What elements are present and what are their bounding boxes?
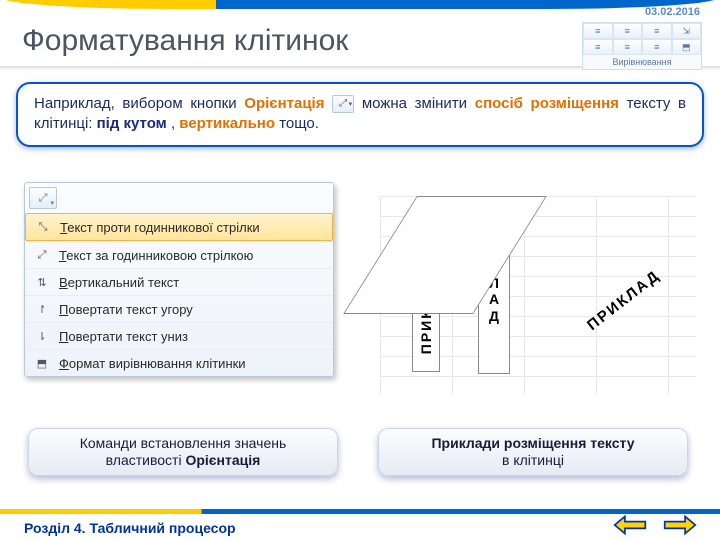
page-title: Форматування клітинок — [22, 24, 348, 58]
desc-text: Наприклад, вибором кнопки — [34, 95, 244, 112]
menu-item-icon: ↾ — [33, 301, 51, 317]
menu-item-icon: ⤡ — [34, 219, 52, 235]
desc-text: можна змінити — [362, 95, 475, 112]
orientation-dropdown-button[interactable]: ⤢ — [29, 187, 57, 209]
ribbon-row-2: ≡ ≡ ≡ ⬒ — [583, 39, 701, 55]
top-decor-arc — [0, 0, 720, 9]
caption-bold: Приклади розміщення тексту — [431, 435, 634, 451]
ribbon-btn[interactable]: ≡ — [613, 39, 643, 55]
ribbon-btn[interactable]: ≡ — [613, 23, 643, 39]
menu-item-icon: ⇅ — [33, 274, 51, 290]
desc-keyword-angle: під кутом — [97, 115, 167, 132]
menu-item[interactable]: ⤢ Текст за годинниковою стрілкою — [25, 241, 333, 268]
next-slide-button[interactable] — [660, 512, 700, 538]
ribbon-alignment-group: ≡ ≡ ≡ ⇲ ≡ ≡ ≡ ⬒ Вирівнювання — [582, 22, 702, 70]
prev-slide-button[interactable] — [610, 512, 650, 538]
ribbon-btn[interactable]: ≡ — [642, 23, 672, 39]
menu-item-label: Повертати текст угору — [59, 302, 193, 317]
orientation-menu: ⤢ ⤡Текст проти годинникової стрілки⤢Текс… — [24, 182, 334, 377]
caption-text: в клітинці — [502, 452, 564, 468]
ribbon-btn[interactable]: ⬒ — [672, 39, 702, 55]
arrow-left-icon — [613, 513, 647, 537]
arrow-right-icon — [663, 513, 697, 537]
description-box: Наприклад, вибором кнопки Орієнтація ⤢ м… — [16, 82, 704, 147]
menu-item-label: Текст за годинниковою стрілкою — [59, 248, 253, 263]
menu-item[interactable]: ↾ Повертати текст угору — [25, 295, 333, 322]
ribbon-btn[interactable]: ≡ — [583, 39, 613, 55]
desc-keyword-orientation: Орієнтація — [244, 95, 324, 112]
ribbon-row-1: ≡ ≡ ≡ ⇲ — [583, 23, 701, 39]
caption-bold: Орієнтація — [185, 452, 260, 468]
desc-keyword-way: спосіб розміщення — [475, 95, 619, 112]
menu-item-icon: ⬒ — [33, 355, 51, 371]
caption-text: Команди встановлення значень — [80, 435, 287, 451]
menu-item[interactable]: ⇂ Повертати текст униз — [25, 322, 333, 349]
desc-keyword-vertical: вертикально — [179, 115, 275, 132]
menu-item-label: Текст проти годинникової стрілки — [60, 220, 260, 235]
menu-item[interactable]: ⬒ Формат вирівнювання клітинки — [25, 349, 333, 376]
menu-item[interactable]: ⇅ Вертикальний текст — [25, 268, 333, 295]
caption-right: Приклади розміщення тексту в клітинці — [378, 428, 688, 476]
ribbon-group-label: Вирівнювання — [583, 55, 701, 69]
footer-chapter: Розділ 4. Табличний процесор — [24, 520, 236, 536]
menu-item-label: Вертикальний текст — [59, 275, 179, 290]
orientation-icon: ⤢ — [332, 95, 354, 113]
ribbon-btn[interactable]: ≡ — [642, 39, 672, 55]
text-orientation-examples: ПРИКЛАД ПРИКЛАД ПРИКЛАД — [380, 196, 696, 394]
desc-text: тощо. — [279, 115, 319, 132]
caption-left: Команди встановлення значень властивості… — [28, 428, 338, 476]
ribbon-btn-orientation[interactable]: ⇲ — [672, 23, 702, 39]
menu-item-label: Формат вирівнювання клітинки — [59, 356, 246, 371]
ribbon-btn[interactable]: ≡ — [583, 23, 613, 39]
menu-item-icon: ⤢ — [33, 247, 51, 263]
vertical-char: Д — [479, 308, 509, 324]
menu-item[interactable]: ⤡ Текст проти годинникової стрілки — [25, 213, 333, 241]
menu-item-icon: ⇂ — [33, 328, 51, 344]
caption-text: властивості — [106, 452, 186, 468]
date-label: 03.02.2016 — [645, 6, 700, 18]
menu-item-label: Повертати текст униз — [59, 329, 188, 344]
